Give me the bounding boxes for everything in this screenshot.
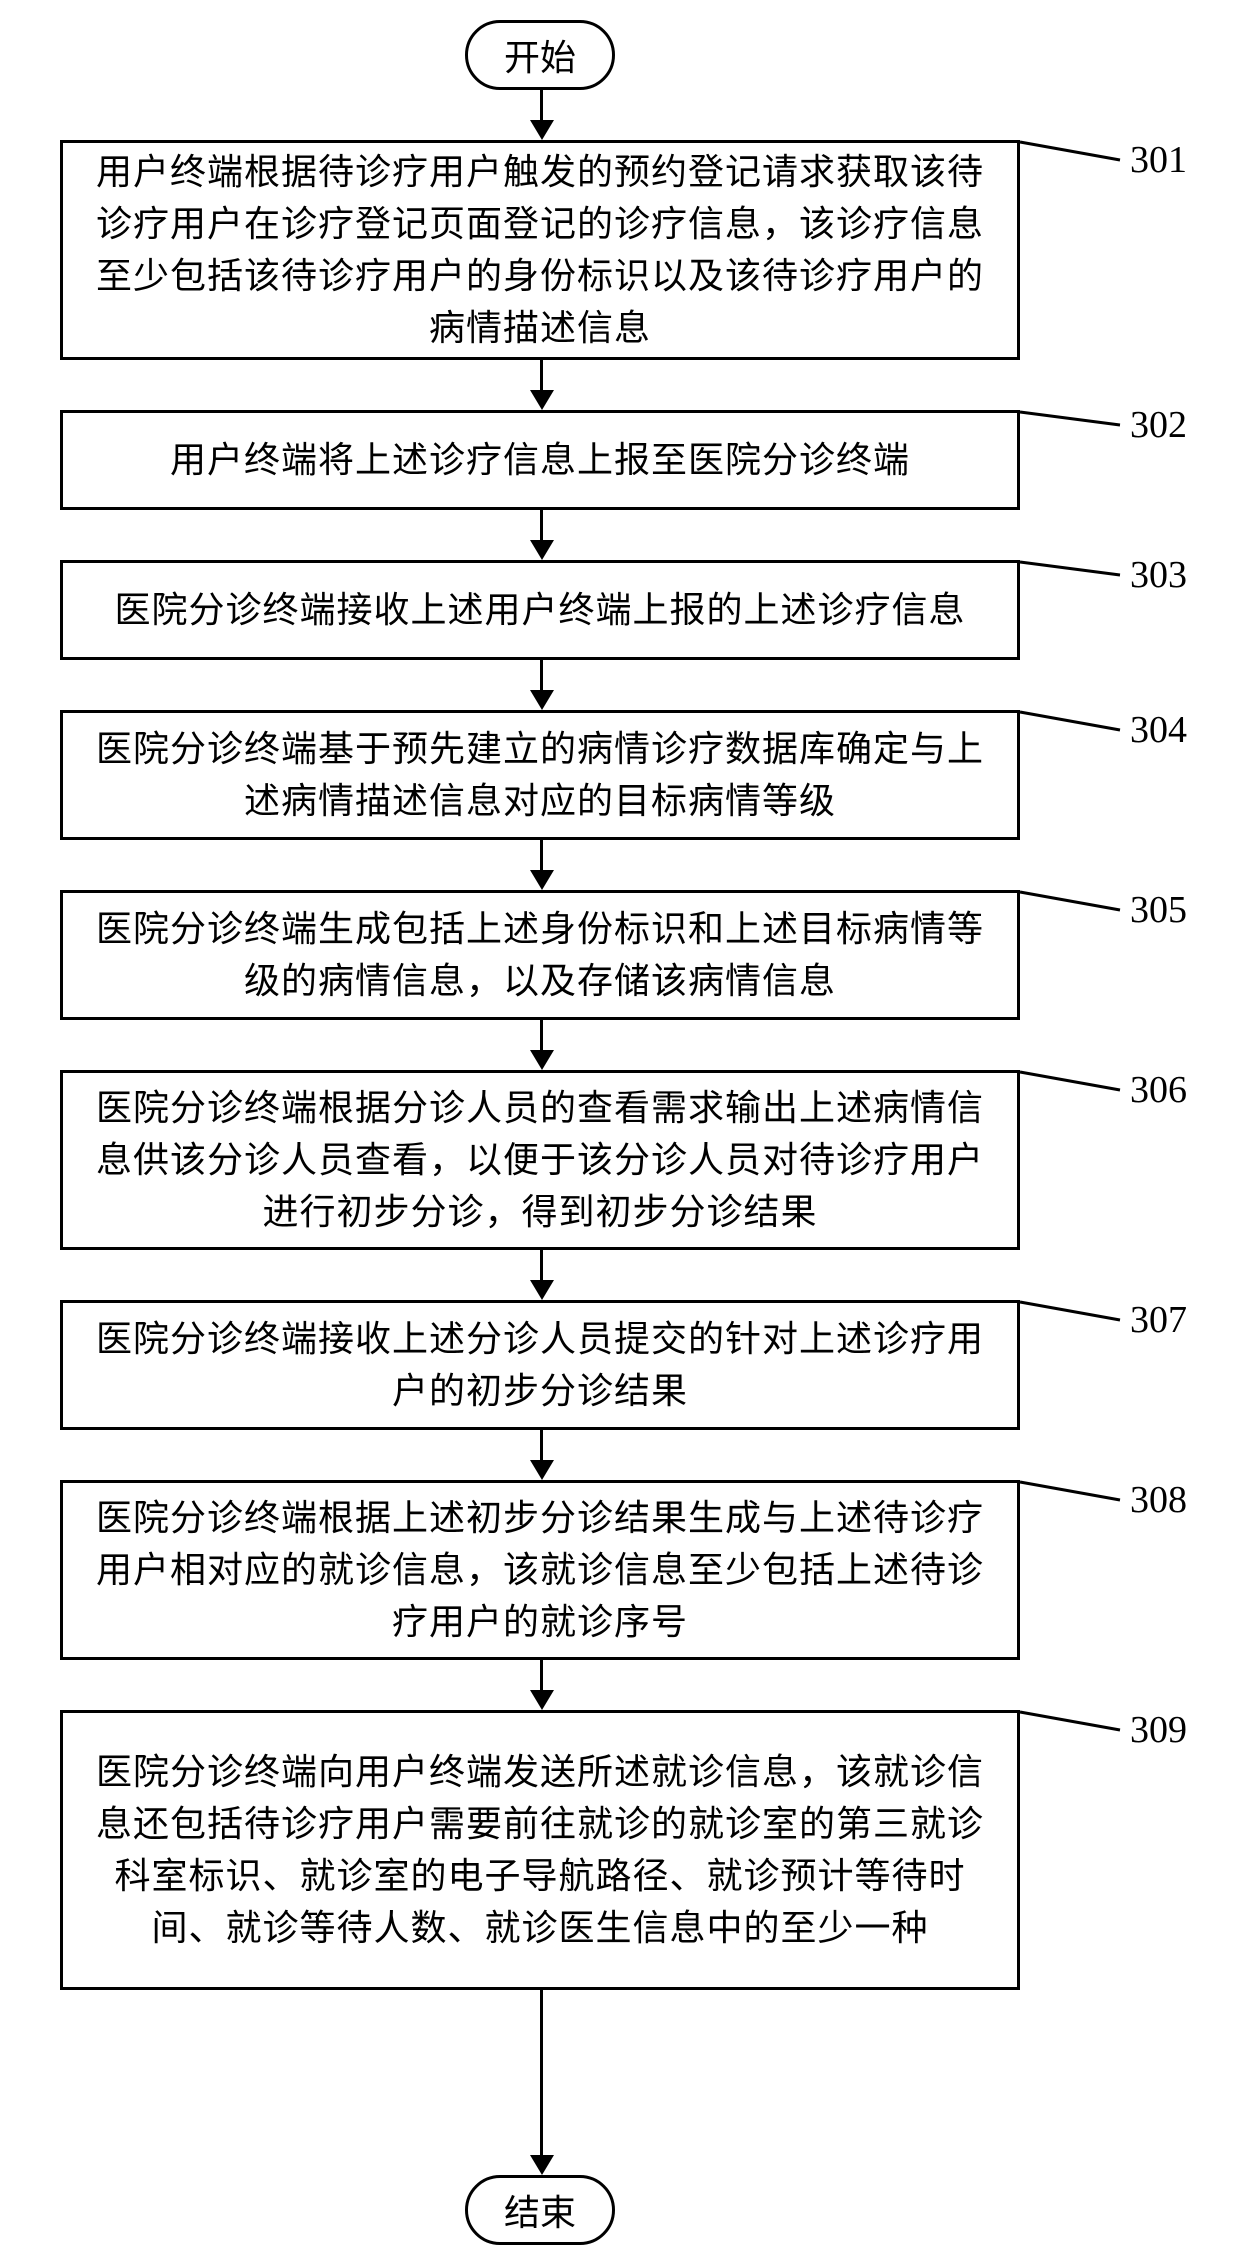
step-number-305: 305 bbox=[1130, 888, 1187, 932]
arrow-line bbox=[540, 1990, 543, 2155]
arrow-line bbox=[540, 1430, 543, 1460]
arrow-line bbox=[540, 1020, 543, 1050]
step-number-304: 304 bbox=[1130, 708, 1187, 752]
arrow-head bbox=[530, 120, 554, 140]
step-number-301: 301 bbox=[1130, 138, 1187, 182]
step-number-308: 308 bbox=[1130, 1478, 1187, 1522]
end-terminator: 结束 bbox=[465, 2175, 615, 2245]
arrow-head bbox=[530, 540, 554, 560]
flowchart-canvas: 开始用户终端根据待诊疗用户触发的预约登记请求获取该待诊疗用户在诊疗登记页面登记的… bbox=[0, 0, 1240, 2263]
arrow-line bbox=[540, 360, 543, 390]
process-box-302: 用户终端将上述诊疗信息上报至医院分诊终端 bbox=[60, 410, 1020, 510]
process-box-303: 医院分诊终端接收上述用户终端上报的上述诊疗信息 bbox=[60, 560, 1020, 660]
arrow-line bbox=[540, 660, 543, 690]
process-box-301: 用户终端根据待诊疗用户触发的预约登记请求获取该待诊疗用户在诊疗登记页面登记的诊疗… bbox=[60, 140, 1020, 360]
step-number-302: 302 bbox=[1130, 403, 1187, 447]
process-box-309: 医院分诊终端向用户终端发送所述就诊信息，该就诊信息还包括待诊疗用户需要前往就诊的… bbox=[60, 1710, 1020, 1990]
process-box-304: 医院分诊终端基于预先建立的病情诊疗数据库确定与上述病情描述信息对应的目标病情等级 bbox=[60, 710, 1020, 840]
arrow-line bbox=[540, 90, 543, 120]
step-number-303: 303 bbox=[1130, 553, 1187, 597]
arrow-line bbox=[540, 1250, 543, 1280]
arrow-head bbox=[530, 1460, 554, 1480]
arrow-head bbox=[530, 870, 554, 890]
arrow-head bbox=[530, 390, 554, 410]
arrow-head bbox=[530, 1690, 554, 1710]
process-box-306: 医院分诊终端根据分诊人员的查看需求输出上述病情信息供该分诊人员查看，以便于该分诊… bbox=[60, 1070, 1020, 1250]
arrow-line bbox=[540, 840, 543, 870]
step-number-307: 307 bbox=[1130, 1298, 1187, 1342]
arrow-head bbox=[530, 2155, 554, 2175]
arrow-head bbox=[530, 1280, 554, 1300]
arrow-line bbox=[540, 510, 543, 540]
arrow-head bbox=[530, 690, 554, 710]
arrow-line bbox=[540, 1660, 543, 1690]
process-box-305: 医院分诊终端生成包括上述身份标识和上述目标病情等级的病情信息，以及存储该病情信息 bbox=[60, 890, 1020, 1020]
step-number-309: 309 bbox=[1130, 1708, 1187, 1752]
arrow-head bbox=[530, 1050, 554, 1070]
step-number-306: 306 bbox=[1130, 1068, 1187, 1112]
process-box-308: 医院分诊终端根据上述初步分诊结果生成与上述待诊疗用户相对应的就诊信息，该就诊信息… bbox=[60, 1480, 1020, 1660]
start-terminator: 开始 bbox=[465, 20, 615, 90]
process-box-307: 医院分诊终端接收上述分诊人员提交的针对上述诊疗用户的初步分诊结果 bbox=[60, 1300, 1020, 1430]
